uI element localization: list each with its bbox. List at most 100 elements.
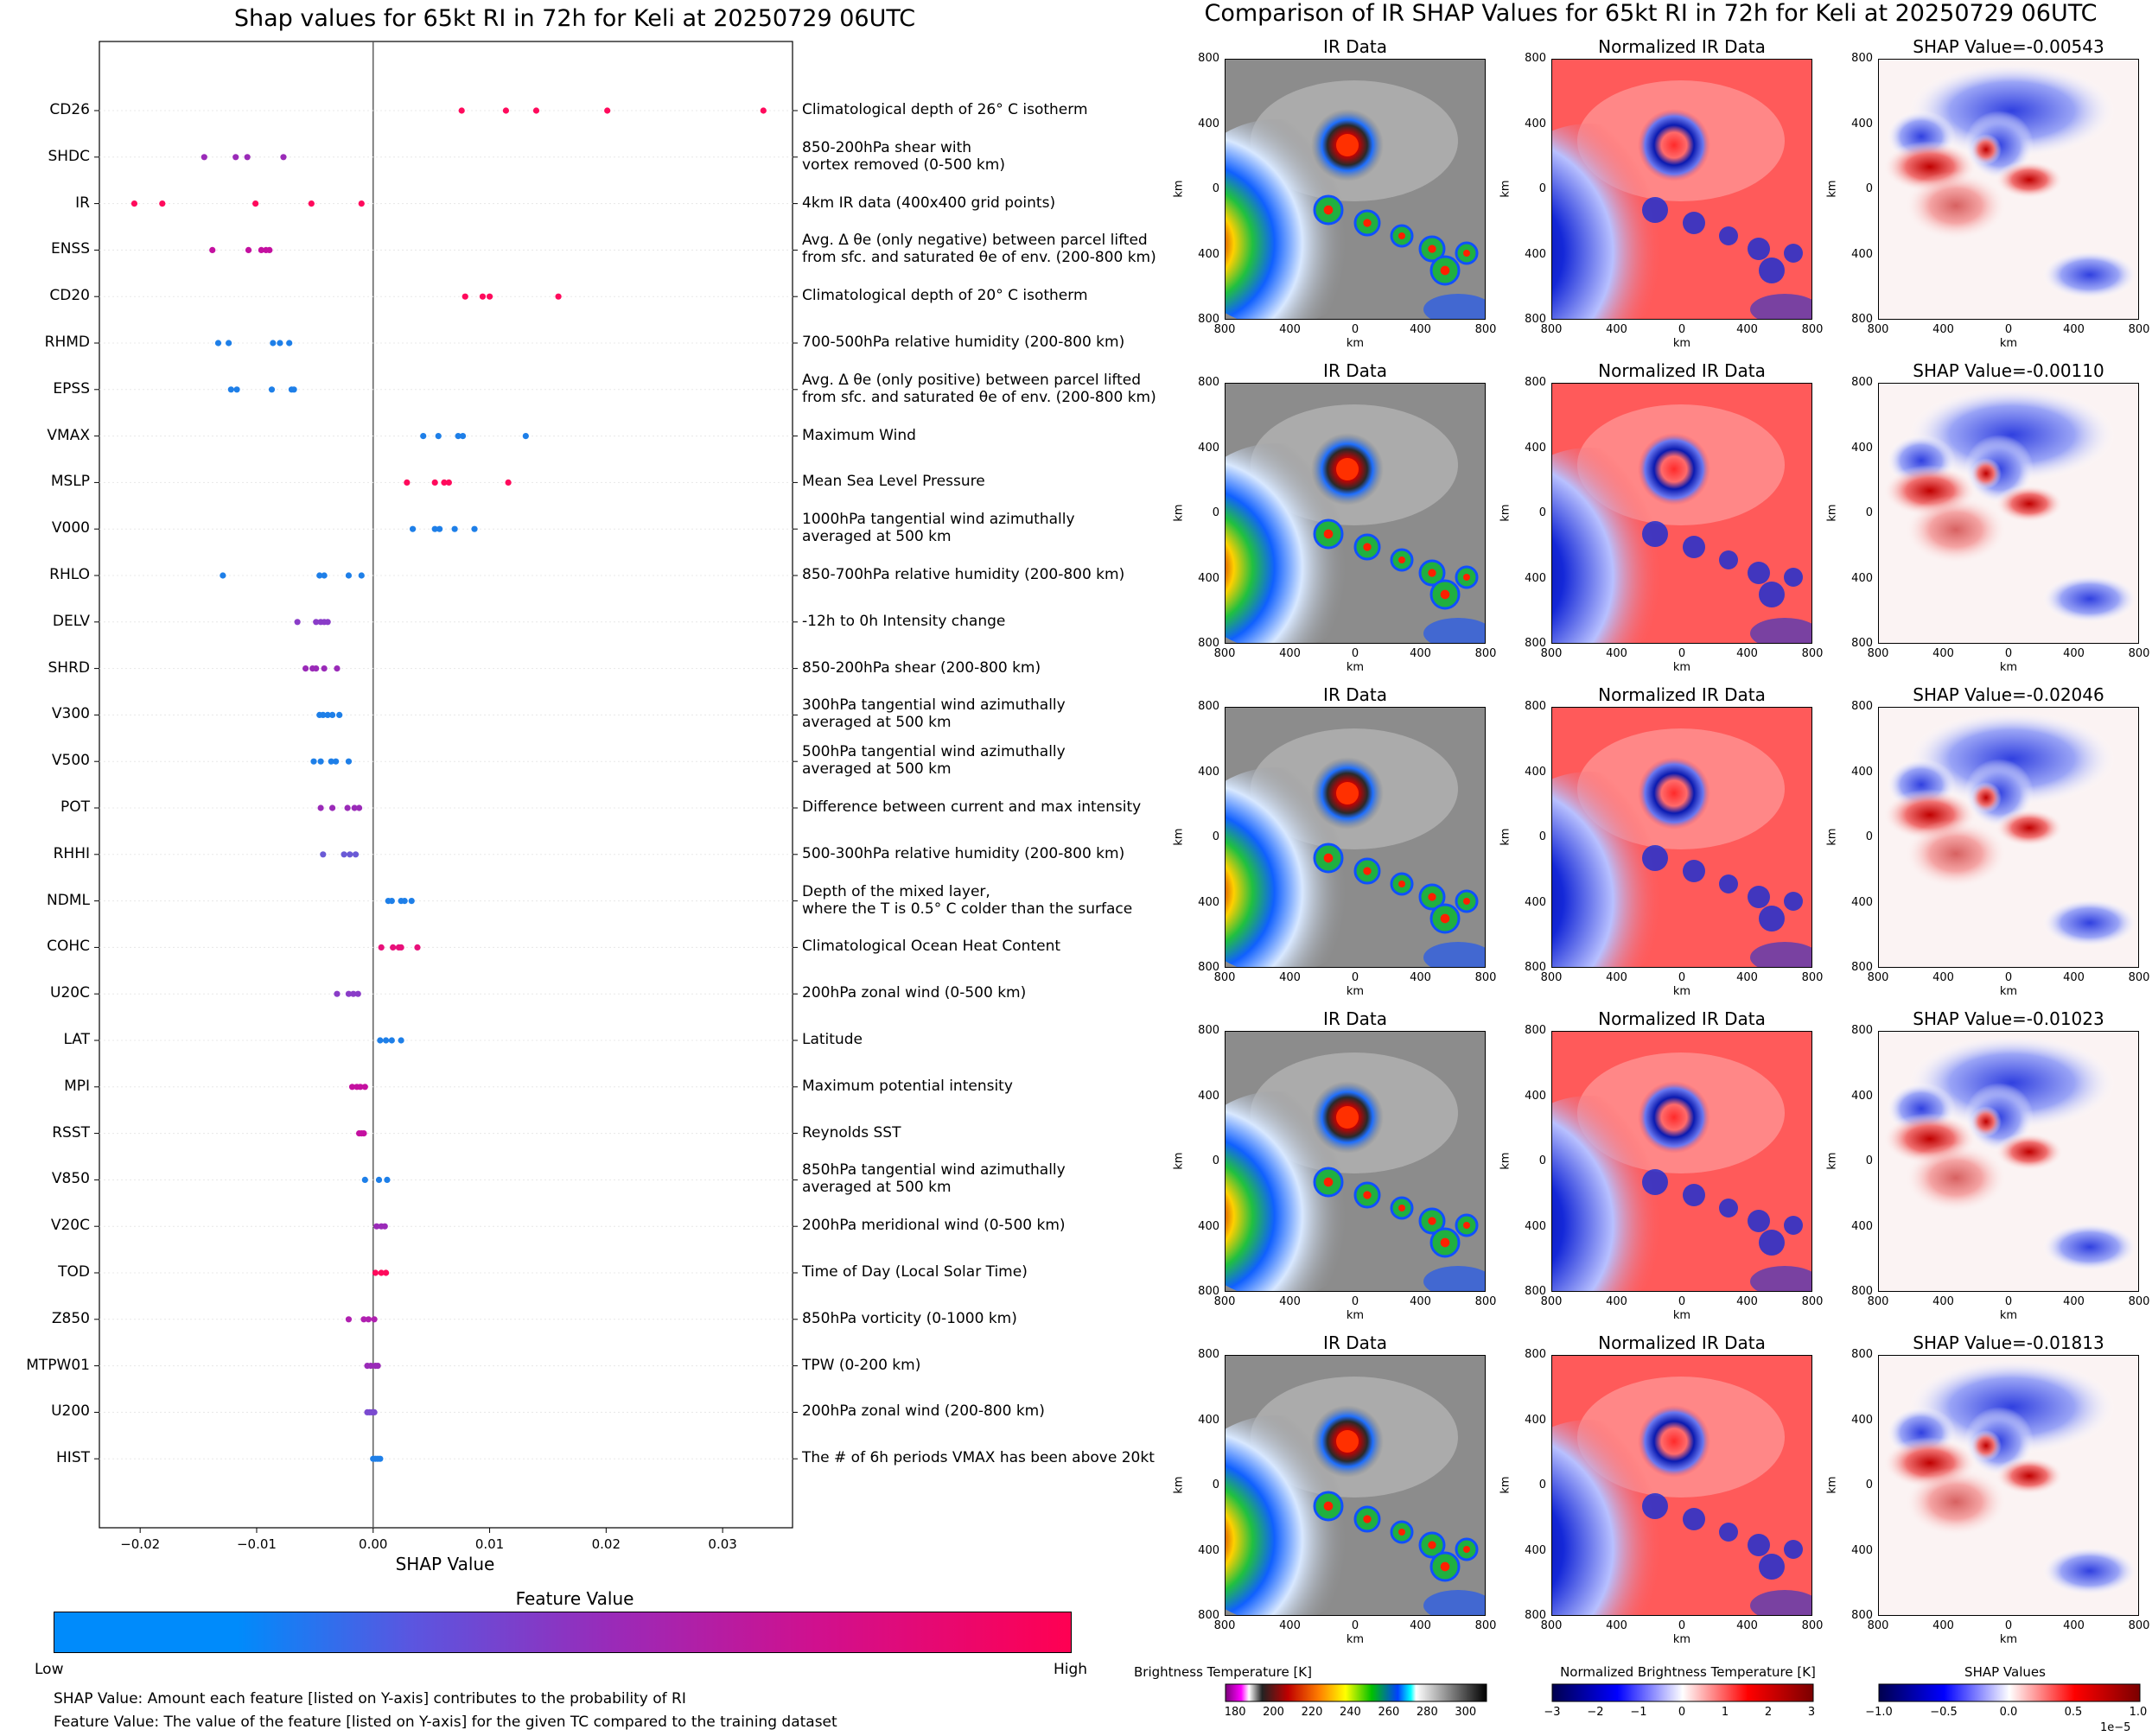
- feature-value-colorbar: [54, 1612, 1072, 1653]
- ir-image: [1225, 383, 1486, 644]
- y-axis-label: km: [1172, 1152, 1186, 1170]
- feature-description: 850-200hPa shear with vortex removed (0-…: [802, 138, 1005, 174]
- shap-point: [435, 433, 442, 440]
- x-tick-label: 0: [1678, 971, 1686, 984]
- x-axis-label: km: [1346, 661, 1365, 674]
- shap-point: [317, 758, 324, 765]
- y-tick-label: 800: [1851, 637, 1873, 650]
- colorbar-tick-label: 280: [1416, 1706, 1438, 1719]
- colorbar-tick-label: 2: [1764, 1706, 1773, 1719]
- norm-rainband-cell: [1784, 244, 1803, 263]
- feature-description: 200hPa meridional wind (0-500 km): [802, 1217, 1066, 1235]
- x-tick-label: 800: [1801, 1619, 1824, 1632]
- feature-label: CD26: [49, 101, 90, 118]
- x-tick-label: 0: [2004, 1295, 2013, 1308]
- ir-image: [1225, 59, 1486, 320]
- y-tick-label: 0: [1538, 1478, 1546, 1491]
- norm-rainband-cell: [1719, 1523, 1738, 1542]
- norm-rainband-cell: [1642, 197, 1668, 223]
- x-tick-label: 800: [2128, 323, 2150, 336]
- rainband-core: [1323, 1501, 1334, 1511]
- shap-core-positive: [1971, 1430, 2002, 1461]
- rainband-core: [1440, 913, 1450, 924]
- x-tick-label: 800: [1213, 971, 1236, 984]
- x-tick-label: 800: [1801, 323, 1824, 336]
- x-tick-label: 400: [1736, 323, 1758, 336]
- y-tick-label: 800: [1851, 313, 1873, 326]
- feature-label: TOD: [58, 1263, 90, 1281]
- feature-value-note: Feature Value: The value of the feature …: [54, 1714, 837, 1731]
- x-tick-label: 0: [1351, 323, 1359, 336]
- colorbar-tick-label: −0.5: [1930, 1706, 1958, 1719]
- colorbar-tick-label: 1: [1721, 1706, 1729, 1719]
- image-frame: [1878, 1031, 2139, 1292]
- rainband-core: [1463, 250, 1470, 257]
- feature-label: SHRD: [48, 658, 90, 677]
- norm-rainband-cell: [1748, 886, 1770, 908]
- x-tick-label: 400: [1410, 1295, 1431, 1308]
- y-tick-label: 800: [1851, 1609, 1873, 1622]
- feature-description: Time of Day (Local Solar Time): [802, 1263, 1028, 1281]
- norm-colorbar-title: Normalized Brightness Temperature [K]: [1560, 1664, 1816, 1680]
- x-tick-label: 400: [1932, 647, 1954, 660]
- shap-point: [233, 386, 240, 393]
- norm-rainband-cell: [1759, 906, 1785, 932]
- x-axis-label: km: [1346, 337, 1365, 350]
- shap-point: [367, 1363, 374, 1370]
- x-tick-label: 800: [1867, 647, 1889, 660]
- shap-point: [317, 804, 324, 811]
- y-tick-label: 0: [1212, 1478, 1219, 1491]
- shap-title-value: -0.01813: [2026, 1332, 2104, 1353]
- shap-point: [227, 386, 234, 393]
- y-tick-label: 800: [1198, 52, 1219, 65]
- colorbar-tick-label: 240: [1340, 1706, 1361, 1719]
- x-axis-label: km: [1999, 985, 2018, 998]
- x-tick-label: 800: [1867, 1619, 1889, 1632]
- shap-point: [365, 1316, 372, 1323]
- y-tick-label: 400: [1851, 441, 1873, 455]
- feature-description: 4km IR data (400x400 grid points): [802, 194, 1056, 212]
- y-tick-label: 400: [1525, 765, 1546, 779]
- x-axis-label: km: [1999, 337, 2018, 350]
- shap-title-prefix: SHAP Value=: [1913, 1008, 2027, 1029]
- shap-point: [328, 758, 334, 765]
- colorbar-title: Feature Value: [515, 1588, 634, 1609]
- shap-point: [358, 200, 365, 207]
- feature-label: RHHI: [53, 844, 90, 862]
- rainband-core: [1463, 1546, 1470, 1553]
- image-frame: [1878, 1355, 2139, 1616]
- image-frame: [1878, 59, 2139, 320]
- shap-point: [280, 154, 287, 161]
- shap-point: [294, 619, 301, 626]
- feature-description: Latitude: [802, 1031, 863, 1048]
- image-frame: [1225, 707, 1486, 968]
- shap-point: [336, 711, 343, 719]
- norm-se-convection: [1750, 618, 1812, 644]
- norm-rainband-cell: [1642, 1169, 1668, 1195]
- y-tick-label: 0: [1865, 1478, 1873, 1491]
- shap-band-positive: [1995, 161, 2064, 199]
- shap-point: [361, 1084, 368, 1091]
- rainband-core: [1323, 1177, 1334, 1187]
- y-tick-label: 800: [1198, 376, 1219, 389]
- feature-label: NDML: [47, 891, 90, 909]
- y-tick-label: 400: [1525, 895, 1546, 909]
- ir-image: [1225, 707, 1486, 968]
- x-tick-label: 400: [1606, 971, 1627, 984]
- y-tick-label: 800: [1198, 313, 1219, 326]
- feature-label: RHMD: [44, 334, 90, 351]
- shap-point: [360, 1130, 367, 1137]
- y-tick-label: 400: [1198, 117, 1219, 130]
- feature-label: SHDC: [48, 147, 90, 165]
- shap-point: [451, 525, 458, 532]
- y-tick-label: 400: [1198, 441, 1219, 455]
- image-frame: [1551, 707, 1812, 968]
- shap-point: [320, 851, 327, 858]
- shap-sw-positive: [1904, 495, 2008, 564]
- shap-band-positive: [1995, 485, 2064, 523]
- colorbar-tick-label: 3: [1807, 1706, 1816, 1719]
- shap-se-negative: [2042, 1547, 2137, 1595]
- shap-value-title: SHAP Value=-0.00110: [1879, 360, 2138, 381]
- image-frame: [1225, 1031, 1486, 1292]
- feature-label: CD20: [49, 287, 90, 305]
